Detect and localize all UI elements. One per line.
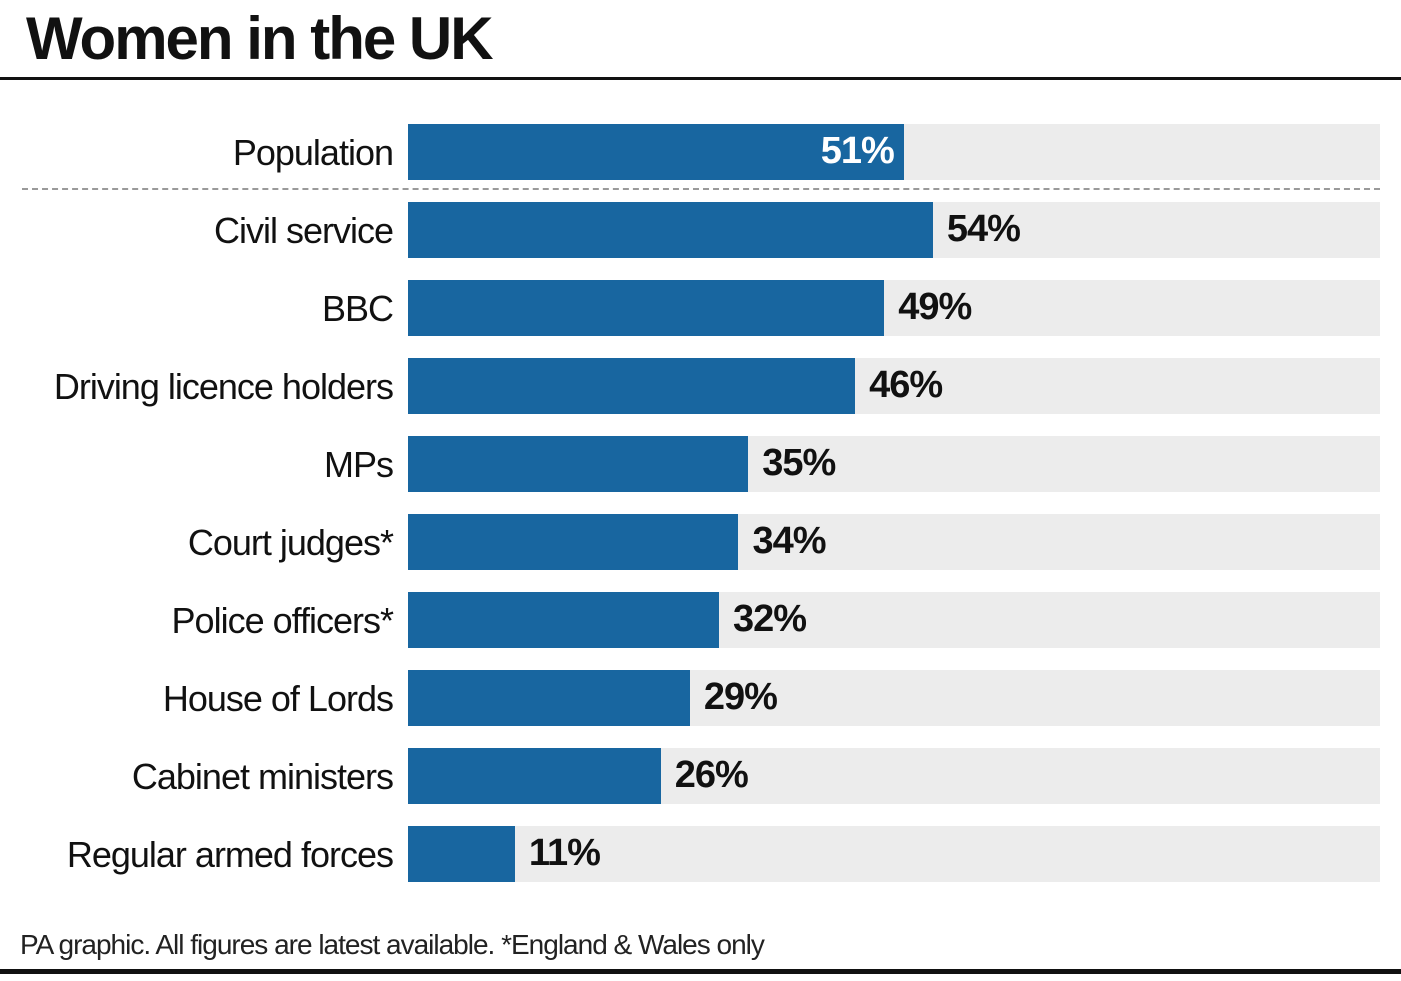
value-label: 29% (703, 676, 778, 718)
value-label: 51% (820, 130, 895, 172)
category-label: Court judges* (187, 522, 394, 563)
bar (408, 358, 856, 414)
category-label: Civil service (213, 210, 394, 251)
bottom-rule (0, 969, 1401, 974)
bar-track (408, 826, 1380, 882)
category-label: Regular armed forces (66, 834, 394, 875)
value-label: 11% (528, 832, 601, 874)
value-label: 32% (733, 598, 807, 640)
value-label: 54% (946, 208, 1021, 250)
bar (408, 280, 885, 336)
bar (408, 202, 933, 258)
category-label: MPs (324, 444, 394, 485)
footnote: PA graphic. All figures are latest avail… (20, 929, 765, 960)
category-label: House of Lords (162, 678, 394, 719)
reference-divider (22, 188, 1380, 190)
bar (408, 514, 739, 570)
title-rule (0, 77, 1401, 80)
category-label: Police officers* (171, 600, 394, 641)
category-label: BBC (321, 288, 394, 329)
value-label: 49% (898, 286, 972, 328)
chart-title: Women in the UK (26, 5, 494, 72)
value-label: 46% (869, 364, 943, 406)
category-label: Driving licence holders (53, 366, 394, 407)
value-label: 26% (674, 754, 749, 796)
bar (408, 124, 904, 180)
bar (408, 592, 720, 648)
bar (408, 436, 749, 492)
bar (408, 748, 661, 804)
value-label: 35% (762, 442, 836, 484)
category-label: Cabinet ministers (131, 756, 394, 797)
bar (408, 670, 690, 726)
category-label: Population (232, 132, 394, 173)
value-label: 34% (752, 520, 826, 562)
bar (408, 826, 515, 882)
